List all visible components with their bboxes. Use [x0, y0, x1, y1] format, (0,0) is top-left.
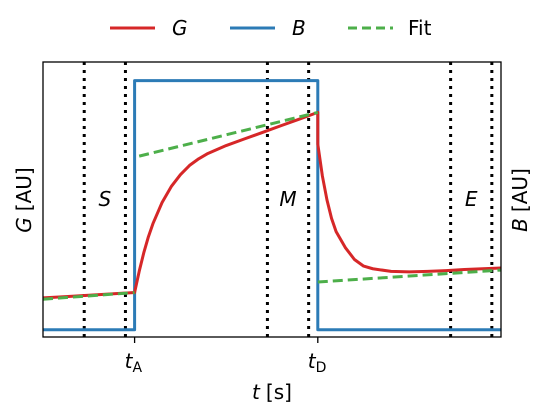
y-right-axis-symbol: B	[508, 218, 532, 232]
x-tick-label-a: tA	[125, 349, 143, 376]
legend-label-g: G	[172, 16, 188, 40]
x-ticks: tA tD	[125, 337, 327, 376]
plot-frame	[42, 61, 502, 338]
region-label-e: E	[465, 187, 478, 211]
y-right-axis-label: B [AU]	[508, 168, 532, 232]
x-axis-label: t [s]	[252, 380, 292, 404]
series-fit-segment-2	[138, 110, 319, 158]
y-left-axis-symbol: G	[12, 217, 36, 233]
y-left-axis-label: G [AU]	[12, 167, 36, 232]
series-b-line	[43, 79, 501, 332]
legend-label-b: B	[292, 16, 306, 40]
region-label-s: S	[98, 187, 111, 211]
x-axis-unit: [s]	[266, 380, 292, 404]
x-axis-symbol: t	[252, 380, 261, 404]
series-g-line	[42, 110, 502, 300]
y-right-axis-unit: [AU]	[508, 168, 532, 212]
x-tick-label-d: tD	[308, 349, 327, 376]
legend: G B Fit	[110, 16, 432, 40]
legend-label-fit: Fit	[408, 16, 432, 40]
region-label-m: M	[279, 187, 296, 211]
series-fit-segment-1	[42, 291, 135, 301]
data-series	[42, 79, 502, 332]
y-left-axis-unit: [AU]	[12, 167, 36, 211]
series-fit-segment-3	[317, 268, 502, 284]
